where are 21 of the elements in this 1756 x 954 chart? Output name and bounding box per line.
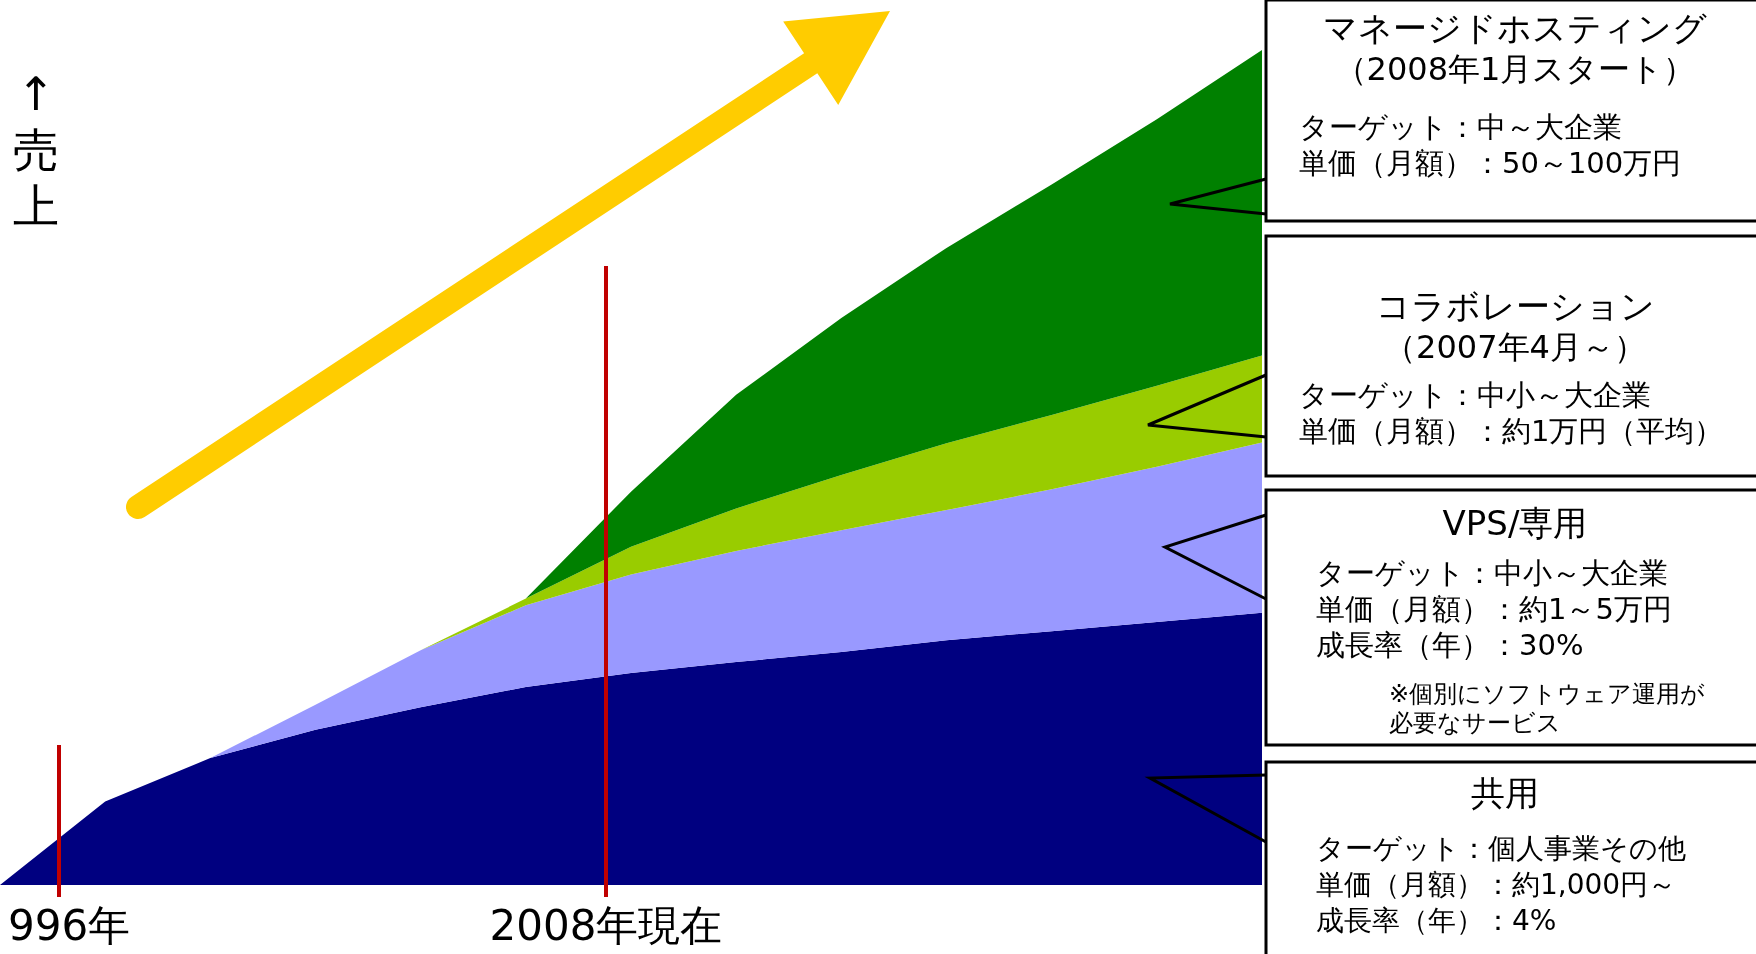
text: ※個別にソフトウェア運用が — [1389, 680, 1706, 708]
text: コラボレーション — [1375, 286, 1655, 326]
text: VPS/専用 — [1442, 503, 1588, 543]
text: （2007年4月～） — [1384, 328, 1646, 366]
annotation: ターゲット：中～大企業 — [1299, 110, 1622, 144]
text: 単価（月額）：約1～5万円 — [1316, 592, 1672, 626]
text: 共用 — [1471, 773, 1539, 813]
text: ターゲット：個人事業その他 — [1316, 832, 1686, 865]
series-label: マネージドホスティング — [1323, 8, 1707, 48]
text: 成長率（年）：4% — [1316, 904, 1557, 937]
text: 必要なサービス — [1389, 709, 1561, 737]
annotation: 単価（月額）：50～100万円 — [1299, 146, 1682, 180]
text: （2008年1月スタート） — [1334, 50, 1696, 88]
annotation: 単価（月額）：約1万円（平均） — [1299, 414, 1724, 448]
annotation: ターゲット：中小～大企業 — [1299, 378, 1651, 412]
text: 成長率（年）：30% — [1316, 628, 1584, 662]
y-axis-title: ↑売上 — [13, 67, 59, 233]
text: ターゲット：中小～大企業 — [1316, 556, 1668, 590]
text: 2008年現在 — [489, 901, 723, 950]
text: 996年 — [8, 901, 131, 950]
text: 単価（月額）：約1,000円～ — [1316, 868, 1677, 901]
